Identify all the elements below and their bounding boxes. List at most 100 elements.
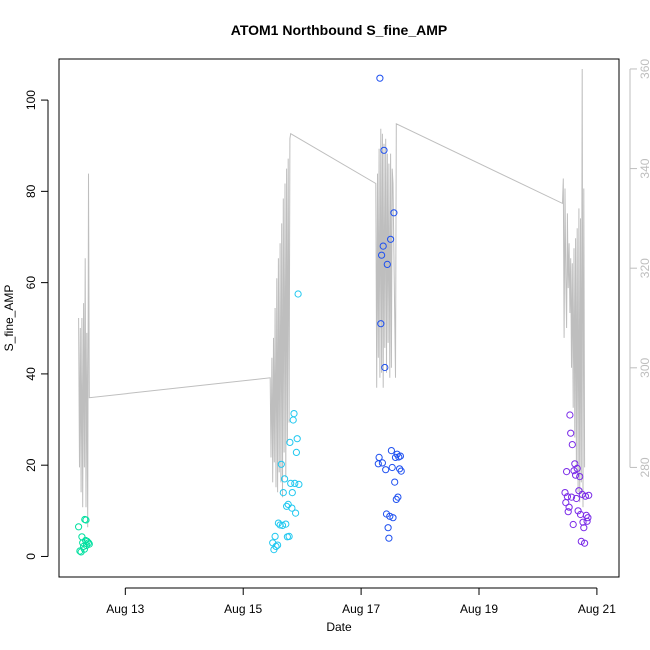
data-point-series-4 (565, 503, 573, 511)
data-point-series-4 (573, 464, 581, 472)
x-axis-label: Date (326, 620, 352, 634)
data-point-series-2 (274, 541, 282, 549)
x-tick-label: Aug 19 (460, 602, 498, 616)
data-point-series-1 (84, 539, 93, 547)
data-point-series-2 (278, 521, 287, 530)
y-tick-label: 20 (24, 458, 38, 472)
data-point-series-4 (572, 494, 581, 503)
data-point-series-2 (290, 410, 298, 418)
y2-tick-label: 360 (638, 59, 650, 79)
data-point-series-2 (292, 509, 300, 517)
y2-tick-label: 300 (638, 357, 650, 377)
data-point-series-3 (377, 320, 385, 328)
data-point-series-4 (574, 507, 582, 515)
data-point-series-4 (563, 468, 571, 476)
data-point-series-3 (396, 452, 404, 460)
data-point-series-2 (281, 475, 289, 483)
data-point-series-2 (294, 290, 302, 298)
data-point-series-3 (388, 463, 396, 472)
data-point-series-2 (286, 438, 294, 446)
data-point-series-1 (76, 547, 84, 555)
data-point-series-3 (378, 251, 386, 259)
data-point-series-2 (282, 520, 290, 528)
data-point-series-3 (391, 478, 399, 486)
data-point-series-4 (568, 441, 576, 449)
data-point-series-2 (293, 435, 301, 443)
data-point-series-4 (585, 491, 593, 499)
x-tick-label: Aug 17 (342, 602, 380, 616)
data-point-series-2 (289, 416, 297, 424)
data-point-series-3 (394, 493, 402, 501)
data-point-series-3 (382, 466, 390, 474)
y2-tick-label: 280 (638, 457, 650, 477)
data-point-series-4 (563, 493, 572, 501)
y2-tick-label: 340 (638, 158, 650, 178)
data-point-series-4 (581, 492, 590, 500)
data-point-series-4 (581, 539, 589, 547)
data-point-series-2 (288, 489, 296, 497)
data-point-series-2 (279, 489, 287, 497)
data-point-series-3 (385, 534, 393, 542)
data-point-series-4 (561, 489, 569, 497)
y-axis-label: S_fine_AMP (2, 285, 16, 352)
y-tick-label: 60 (24, 276, 38, 290)
secondary-series-line (78, 68, 586, 528)
data-point-series-3 (397, 467, 405, 475)
data-point-series-4 (580, 524, 588, 532)
data-point-series-3 (379, 242, 387, 250)
data-point-series-3 (395, 453, 403, 461)
y2-tick-label: 320 (638, 258, 650, 278)
data-point-series-4 (566, 411, 574, 419)
data-point-series-3 (376, 74, 384, 82)
axes-layer: Aug 13 Aug 15 Aug 17 Aug 19 Aug 21 0 20 40 60 80 1… (24, 59, 650, 616)
x-tick-label: Aug 13 (106, 602, 144, 616)
secondary-line-layer (78, 68, 586, 528)
plot-area-frame (58, 58, 620, 578)
data-point-series-4 (569, 520, 577, 529)
data-point-series-2 (288, 504, 296, 512)
data-point-series-3 (380, 146, 388, 154)
data-point-series-3 (387, 447, 395, 455)
data-point-series-2 (291, 479, 299, 487)
y-tick-label: 40 (24, 367, 38, 381)
data-point-series-3 (378, 459, 386, 467)
y-tick-label: 100 (24, 90, 38, 110)
data-point-series-2 (272, 542, 280, 551)
data-point-series-4 (564, 508, 572, 516)
x-tick-label: Aug 15 (224, 602, 262, 616)
data-point-series-2 (285, 532, 293, 541)
data-point-series-3 (387, 235, 395, 243)
data-point-series-2 (284, 500, 292, 508)
data-point-series-1 (85, 540, 93, 548)
y-tick-label: 0 (24, 553, 38, 560)
data-point-series-2 (274, 519, 282, 527)
data-point-series-3 (375, 453, 383, 461)
data-point-series-4 (567, 493, 576, 501)
data-point-series-1 (80, 545, 89, 553)
data-point-series-1 (78, 533, 86, 541)
data-point-series-3 (386, 512, 394, 520)
data-point-series-1 (75, 523, 83, 531)
data-point-series-3 (374, 460, 382, 468)
data-point-series-4 (583, 517, 591, 525)
data-point-series-3 (389, 514, 397, 522)
data-point-series-4 (579, 518, 587, 526)
data-point-series-2 (292, 448, 300, 456)
data-point-series-2 (277, 460, 285, 468)
data-point-series-3 (384, 524, 392, 532)
data-point-series-3 (383, 260, 391, 268)
data-point-series-2 (295, 480, 303, 488)
data-point-series-3 (381, 363, 389, 372)
data-point-series-4 (576, 473, 584, 481)
data-point-series-1 (82, 516, 90, 524)
scatter-points-layer (75, 74, 593, 556)
data-point-series-3 (390, 209, 398, 217)
data-point-series-4 (584, 514, 592, 522)
x-tick-label: Aug 21 (578, 602, 616, 616)
data-point-series-4 (567, 429, 575, 437)
y-tick-label: 80 (24, 184, 38, 198)
data-point-series-2 (271, 532, 279, 541)
data-point-series-2 (287, 479, 295, 487)
chart-title: ATOM1 Northbound S_fine_AMP (231, 22, 447, 38)
